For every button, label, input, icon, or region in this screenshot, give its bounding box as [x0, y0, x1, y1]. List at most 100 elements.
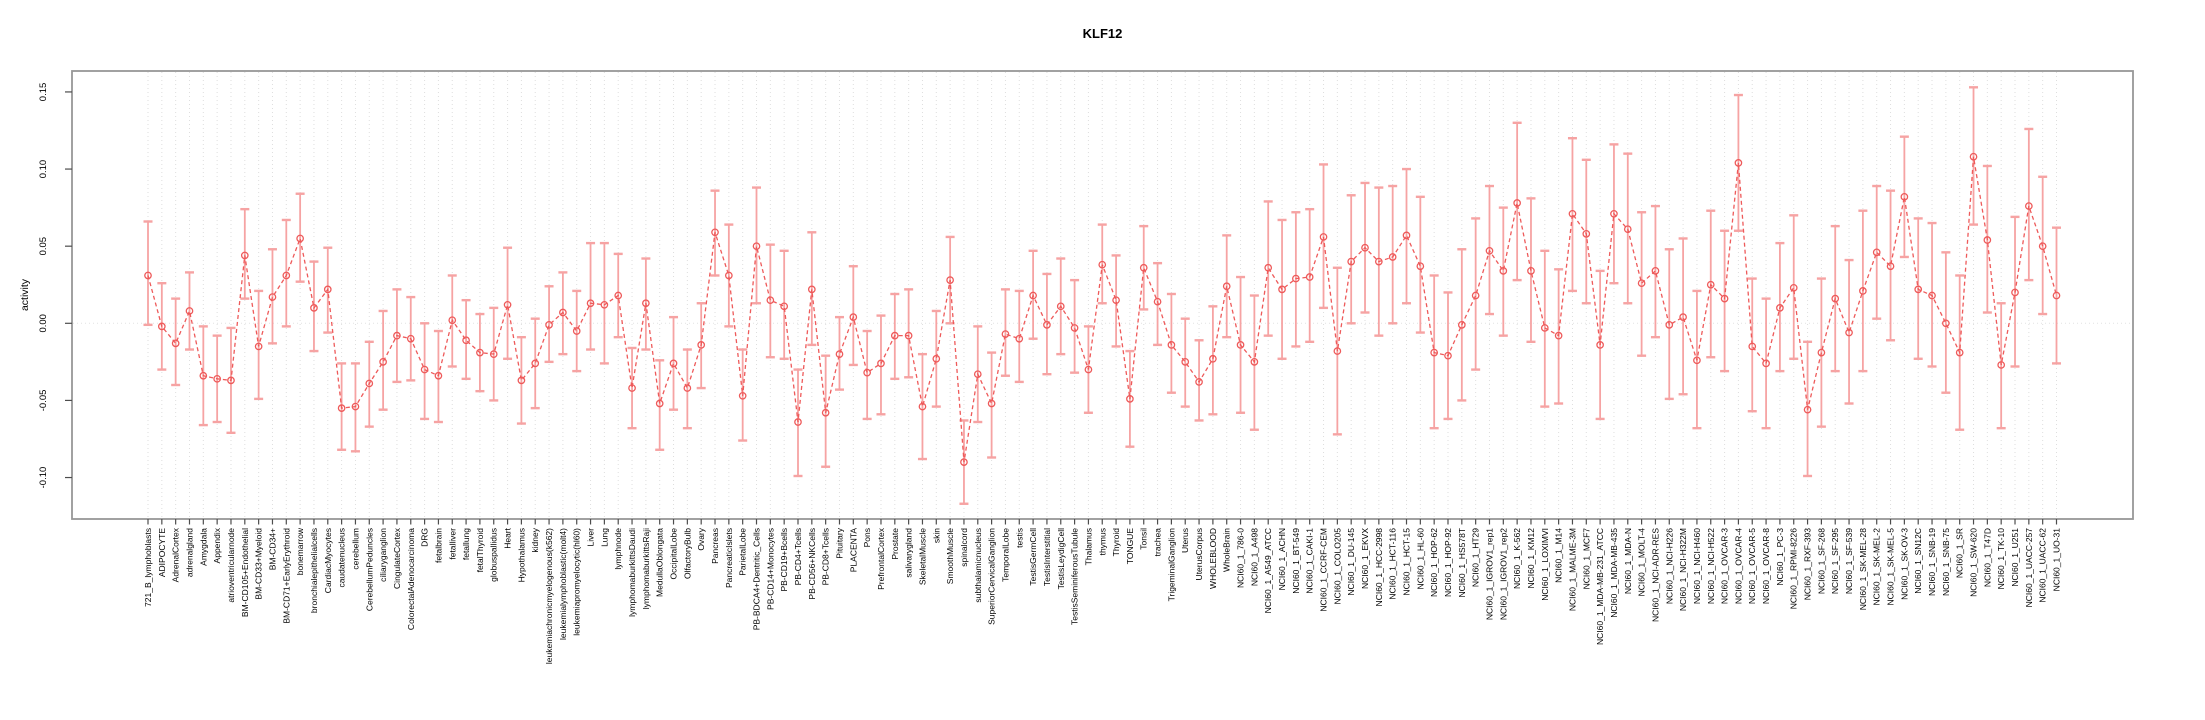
data-point — [2038, 242, 2047, 251]
x-tick-label: ColorectalAdenocarcinoma — [406, 528, 416, 630]
data-point — [1195, 378, 1203, 386]
x-tick-label: AdrenalCortex — [171, 527, 181, 582]
x-tick-label: leukemiapromyelocytic(hl60) — [572, 528, 582, 636]
x-tick-label: adrenalgland — [184, 528, 194, 577]
data-point — [1942, 319, 1950, 328]
x-tick-label: NCI60_1_OVCAR-8 — [1761, 528, 1771, 604]
data-point — [1333, 347, 1342, 355]
data-point — [393, 331, 401, 340]
data-point — [503, 300, 512, 309]
data-point — [1029, 291, 1037, 300]
data-point — [655, 399, 664, 408]
data-point — [1098, 260, 1107, 269]
data-point — [738, 391, 747, 400]
data-point — [1762, 359, 1770, 368]
data-point — [462, 336, 470, 345]
x-tick-label: testis — [1014, 528, 1024, 548]
data-point — [1582, 229, 1591, 238]
x-tick-label: NCI60_1_786-0 — [1236, 528, 1246, 588]
x-tick-label: NCI60_1_IGROV1_rep2 — [1498, 528, 1508, 620]
y-axis-title-text: activity — [19, 278, 31, 312]
x-tick-label: subthalamicnucleus — [973, 528, 983, 603]
x-tick-label: bronchialepithelialcells — [309, 528, 319, 613]
x-tick-label: NCI60_1_U251 — [2010, 528, 2020, 587]
data-point — [1056, 302, 1065, 311]
x-tick-label: Pancreas — [710, 528, 720, 564]
x-tick-label: NCI60_1_LOXIMVI — [1540, 528, 1550, 601]
x-tick-label: NCI60_1_HCC-2998 — [1374, 528, 1384, 607]
x-tick-label: NCI60_1_UO-31 — [2052, 528, 2062, 592]
x-tick-label: fetallung — [461, 528, 471, 560]
x-tick-label: NCI60_1_NCI-H522 — [1706, 528, 1716, 604]
data-point — [144, 271, 152, 280]
x-tick-label: PLACENTA — [848, 528, 858, 573]
data-point — [1374, 257, 1383, 266]
data-point — [973, 370, 982, 379]
data-point — [697, 341, 706, 349]
data-point — [1126, 395, 1134, 403]
data-point — [1651, 267, 1660, 275]
data-point — [1043, 320, 1051, 329]
x-tick-label: NCI60_1_SF-295 — [1830, 528, 1840, 594]
data-point — [987, 399, 996, 408]
x-tick-label: Liver — [586, 528, 596, 547]
x-tick-label: bonemarrow — [295, 527, 305, 575]
x-tick-label: NCI60_1_HL-60 — [1415, 528, 1425, 590]
x-tick-label: NCI60_1_NCI-H460 — [1692, 528, 1702, 604]
x-tick-label: kidney — [530, 527, 540, 552]
data-point — [835, 350, 844, 358]
x-tick-label: NCI60_1_HOP-92 — [1443, 528, 1453, 597]
data-point — [1734, 159, 1743, 167]
x-tick-label: OlfactoryBulb — [682, 528, 692, 579]
x-tick-label: NCI60_1_HS578T — [1457, 528, 1467, 597]
data-point — [683, 384, 692, 392]
data-point — [420, 365, 429, 374]
x-tick-label: NCI60_1_MOLT-4 — [1637, 528, 1647, 597]
x-tick-label: NCI60_1_ACHN — [1277, 528, 1287, 590]
x-tick-label: CardiacMyocytes — [323, 528, 333, 593]
data-point — [310, 304, 318, 312]
data-point — [586, 299, 595, 308]
data-point — [1831, 294, 1840, 303]
data-point — [351, 402, 360, 411]
x-tick-label: NCI60_1_K-562 — [1512, 528, 1522, 589]
data-point — [1485, 246, 1494, 255]
x-tick-label: CingulateCortex — [392, 527, 402, 589]
data-point — [406, 334, 415, 343]
x-tick-label: Tonsil — [1139, 528, 1149, 550]
data-point — [2024, 202, 2033, 210]
data-point — [1665, 320, 1674, 329]
x-tick-label: NCI60_1_KM12 — [1526, 528, 1536, 589]
x-tick-label: fetalbrain — [433, 528, 443, 563]
data-point — [1236, 341, 1245, 349]
x-tick-label: NCI60_1_COLO205 — [1332, 528, 1342, 605]
data-point — [1554, 331, 1563, 340]
data-point — [157, 322, 166, 331]
data-point — [1181, 358, 1190, 366]
x-tick-label: Appendix — [212, 527, 222, 563]
x-tick-label: Pituitary — [834, 527, 844, 558]
x-tick-label: salivarygland — [904, 528, 914, 578]
x-tick-label: PB-CD4+Tcells — [793, 528, 803, 585]
x-tick-label: Uterus — [1180, 528, 1190, 553]
x-tick-label: NCI60_1_SK-MEL-2 — [1872, 528, 1882, 606]
x-tick-label: Pons — [862, 528, 872, 547]
x-tick-label: DRG — [420, 528, 430, 547]
x-tick-label: skin — [931, 528, 941, 543]
data-point — [1278, 285, 1286, 294]
data-point — [1070, 324, 1079, 332]
data-point — [780, 302, 789, 311]
data-point — [268, 293, 277, 301]
data-point — [1789, 283, 1798, 292]
data-point — [1872, 248, 1881, 257]
x-tick-label: NCI60_1_A549_ATCC — [1263, 528, 1273, 613]
x-tick-label: PB-CD56+NKCells — [807, 528, 817, 600]
x-tick-label: WholeBrain — [1222, 528, 1232, 572]
data-point — [448, 316, 457, 325]
data-point — [918, 402, 927, 411]
x-tick-label: NCI60_1_SK-MEL-28 — [1858, 528, 1868, 610]
x-tick-label: NCI60_1_A498 — [1249, 528, 1259, 586]
x-tick-label: SuperiorCervicalGanglion — [987, 528, 997, 625]
x-tick-label: BM-CD105+Endothelial — [240, 528, 250, 617]
